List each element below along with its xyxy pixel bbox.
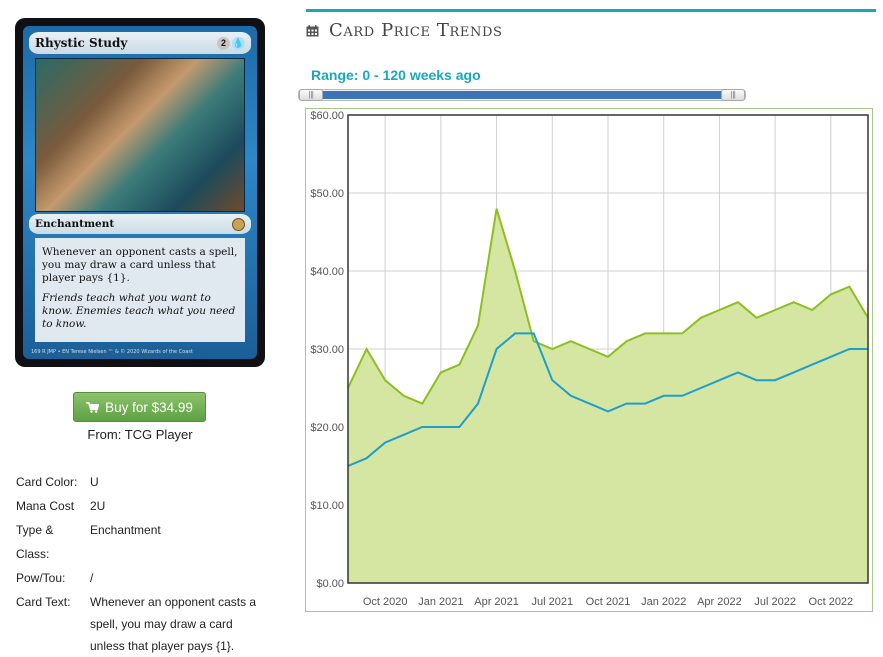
- detail-value: Enchantment: [90, 523, 161, 537]
- mana-generic-symbol: 2: [217, 36, 230, 50]
- section-divider: [306, 9, 876, 12]
- buy-source: From: TCG Player: [87, 427, 193, 442]
- detail-row: Card Color: U: [16, 470, 270, 494]
- detail-row: Pow/Tou: /: [16, 566, 270, 590]
- y-tick-label: $50.00: [310, 188, 344, 200]
- detail-value: 2U: [90, 499, 106, 513]
- series-line: [347, 208, 869, 405]
- x-tick-label: Apr 2021: [474, 596, 519, 608]
- x-tick-label: Jan 2021: [418, 596, 463, 608]
- card-flavor-text: Friends teach what you want to know. Ene…: [42, 292, 236, 330]
- range-slider-start-handle[interactable]: |||: [299, 89, 323, 101]
- calendar-icon: [306, 24, 319, 36]
- x-tick-label: Jan 2022: [641, 596, 686, 608]
- series-line: [347, 332, 868, 467]
- y-tick-label: $40.00: [310, 266, 344, 278]
- price-chart: $0.00 $10.00 $20.00 $30.00 $40.00 $50.00 $60.0…: [310, 110, 869, 608]
- plot-border: [347, 114, 869, 584]
- detail-label: Pow/Tou:: [16, 571, 66, 585]
- range-slider-fill: [311, 91, 723, 99]
- section-title: Card Price Trends: [329, 20, 503, 41]
- shopping-cart-icon: [86, 401, 100, 413]
- x-tick-label: Oct 2020: [363, 596, 408, 608]
- card-type-bar: Enchantment: [29, 214, 251, 234]
- card-title-bar: Rhystic Study 2 💧: [29, 32, 251, 54]
- x-tick-label: Jul 2021: [531, 596, 573, 608]
- card-name: Rhystic Study: [35, 36, 128, 50]
- detail-value: /: [90, 571, 94, 585]
- card-artwork: [35, 58, 245, 212]
- card-rules-text: Whenever an opponent casts a spell, you …: [42, 246, 238, 284]
- buy-button[interactable]: Buy for $34.99: [73, 392, 206, 422]
- detail-label: Type & Class:: [16, 523, 54, 561]
- buy-button-label: Buy for $34.99: [105, 399, 193, 415]
- y-tick-label: $0.00: [316, 578, 344, 590]
- detail-label: Card Color:: [16, 475, 78, 489]
- mana-cost-symbols: 2 💧: [217, 36, 245, 50]
- section-header: Card Price Trends: [306, 20, 502, 41]
- card-frame: Rhystic Study 2 💧 Enchantment Whenever a…: [23, 26, 257, 359]
- y-tick-label: $60.00: [310, 110, 344, 122]
- card-type-line: Enchantment: [35, 218, 115, 230]
- detail-label: Mana Cost: [16, 499, 75, 513]
- card-text-box: Whenever an opponent casts a spell, you …: [35, 238, 245, 342]
- range-slider[interactable]: ||| |||: [298, 89, 746, 101]
- y-tick-label: $20.00: [310, 422, 344, 434]
- detail-row: Mana Cost 2U: [16, 494, 270, 518]
- range-label: Range: 0 - 120 weeks ago: [311, 67, 481, 83]
- y-tick-label: $30.00: [310, 344, 344, 356]
- mana-blue-symbol: 💧: [232, 36, 245, 50]
- card-details: Card Color: U Mana Cost 2U Type & Class:…: [16, 470, 270, 657]
- price-chart-container: $0.00 $10.00 $20.00 $30.00 $40.00 $50.00 $60.0…: [305, 108, 873, 612]
- x-tick-label: Oct 2022: [809, 596, 854, 608]
- card-footer-text: 169 R JMP • EN Terese Nielsen ™ & © 2020…: [31, 349, 193, 355]
- x-tick-label: Apr 2022: [697, 596, 742, 608]
- x-tick-label: Jul 2022: [754, 596, 796, 608]
- detail-row: Card Text: Whenever an opponent casts a …: [16, 590, 270, 657]
- range-slider-end-handle[interactable]: |||: [721, 89, 745, 101]
- card-image: Rhystic Study 2 💧 Enchantment Whenever a…: [15, 18, 265, 367]
- y-tick-label: $10.00: [310, 500, 344, 512]
- detail-value: U: [90, 475, 99, 489]
- x-tick-label: Oct 2021: [586, 596, 631, 608]
- detail-value: Whenever an opponent casts a spell, you …: [90, 595, 257, 653]
- detail-label: Card Text:: [16, 595, 71, 609]
- set-symbol-icon: [232, 217, 245, 231]
- detail-row: Type & Class: Enchantment: [16, 518, 270, 566]
